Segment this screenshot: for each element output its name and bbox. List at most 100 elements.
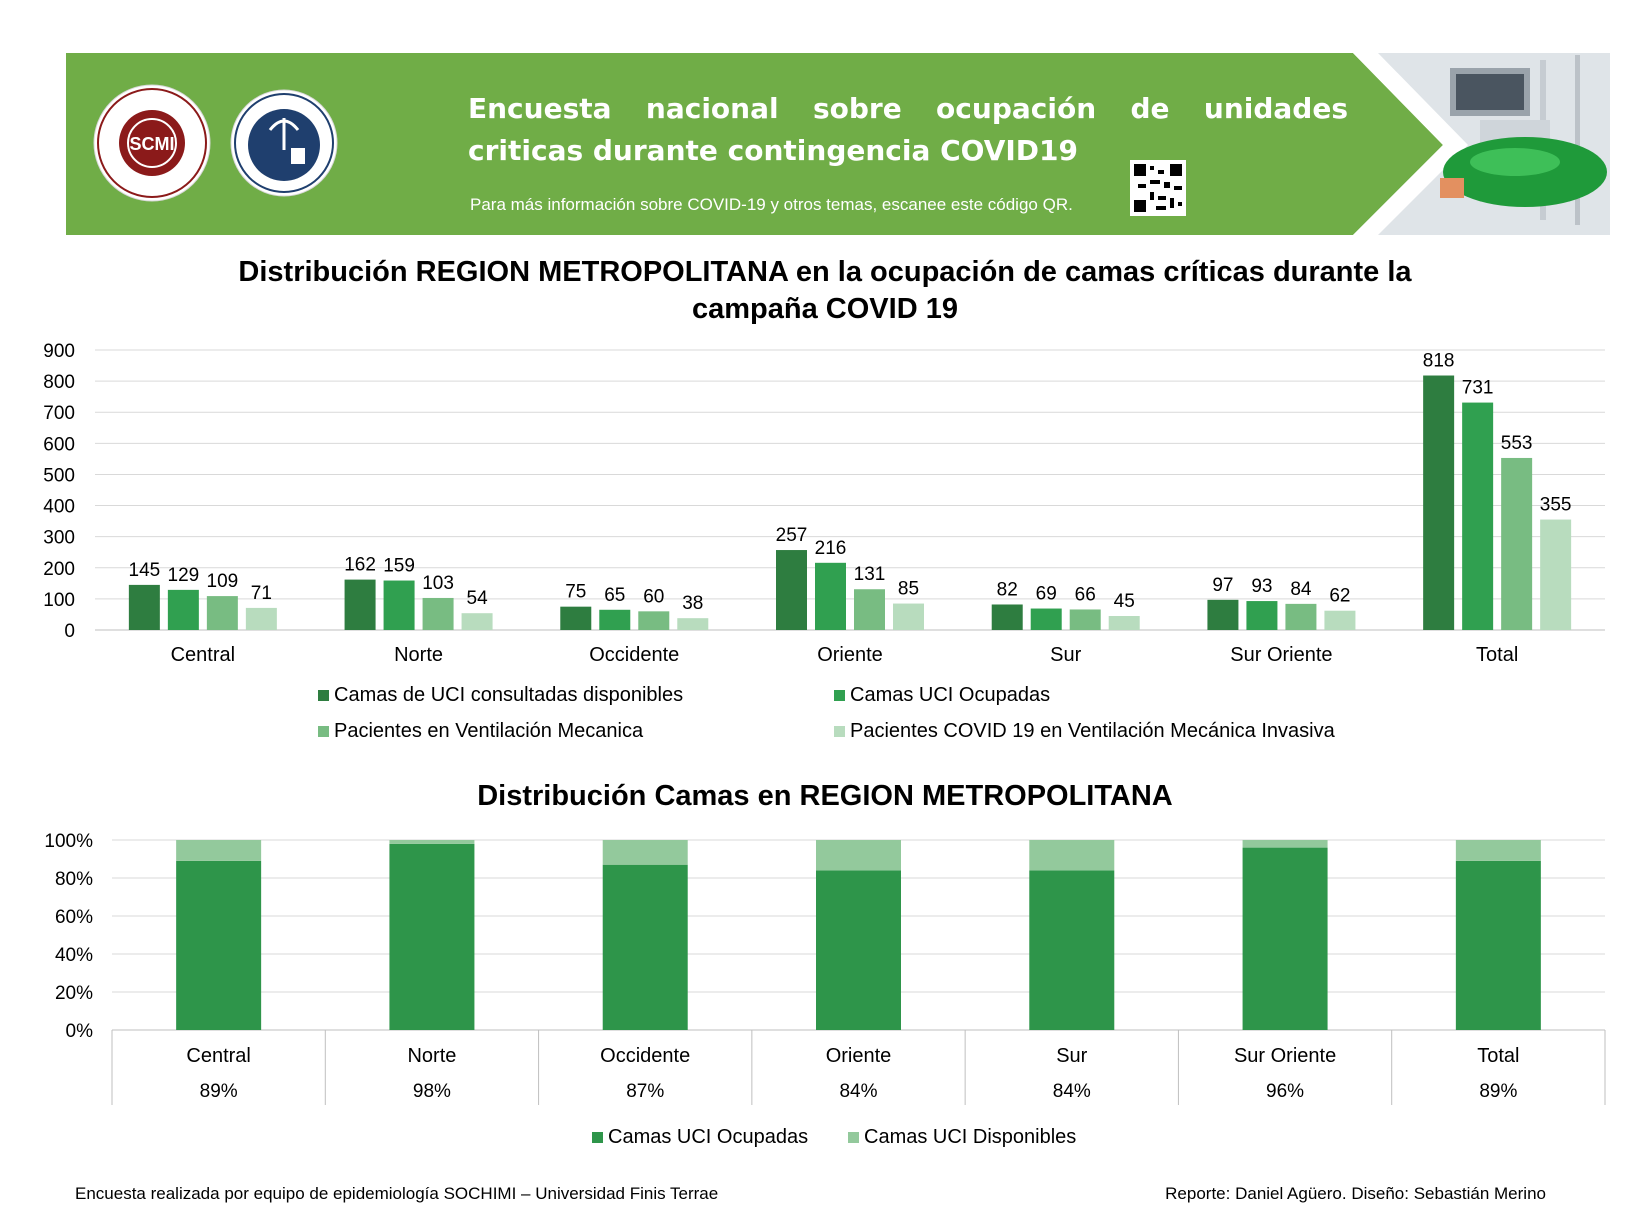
table-value: 89% [200, 1081, 238, 1102]
bar [854, 589, 885, 630]
legend-swatch [848, 1132, 859, 1143]
bar [245, 607, 277, 630]
y-tick-label: 100 [43, 590, 75, 611]
qr-note: Para más información sobre COVID-19 y ot… [470, 195, 1073, 214]
x-tick-label: Occidente [589, 644, 679, 666]
bar-segment [1029, 840, 1115, 871]
x-tick-label: Oriente [817, 644, 883, 666]
banner-title: Encuesta nacional sobre ocupación de uni… [468, 92, 1348, 167]
bar-segment [1242, 840, 1328, 848]
banner-band [66, 53, 1443, 235]
bar [893, 603, 924, 630]
y-tick-label: 400 [43, 497, 75, 518]
bar-segment [1029, 870, 1115, 1030]
data-label: 75 [565, 582, 586, 603]
y-tick-label: 900 [43, 341, 75, 362]
bar-segment [389, 840, 475, 844]
bar-segment [602, 864, 688, 1030]
data-label: 731 [1462, 378, 1494, 399]
data-label: 45 [1114, 591, 1135, 612]
bar [1324, 610, 1356, 630]
legend-swatch [834, 726, 845, 737]
bar [599, 609, 631, 630]
x-tick-label: Oriente [826, 1045, 892, 1067]
legend-label: Pacientes en Ventilación Mecanica [334, 720, 644, 742]
bar [776, 550, 807, 630]
bar-segment [1242, 847, 1328, 1030]
legend-item: Camas UCI Ocupadas [592, 1126, 808, 1149]
bar [422, 597, 454, 630]
data-label: 38 [682, 593, 703, 614]
stacked-percent-chart: 0% 20% 40% 60% 80% 100% Central 89% Norte 98% Occi… [44, 831, 1606, 1105]
y-tick-label: 800 [43, 372, 75, 393]
table-value: 84% [839, 1081, 877, 1102]
y-tick-label: 300 [43, 528, 75, 549]
data-label: 131 [854, 564, 886, 585]
bar [383, 580, 415, 630]
x-tick-label: Sur Oriente [1234, 1045, 1336, 1067]
bar-segment [1455, 840, 1541, 861]
legend-item: Camas UCI Disponibles [848, 1126, 1076, 1149]
y-tick-label: 700 [43, 403, 75, 424]
bar [128, 584, 160, 630]
bar-segment [176, 860, 262, 1030]
table-value: 84% [1053, 1081, 1091, 1102]
y-tick-label: 600 [43, 434, 75, 455]
data-label: 97 [1212, 575, 1233, 596]
x-tick-label: Norte [394, 644, 443, 666]
data-label: 553 [1501, 433, 1533, 454]
bar [167, 589, 199, 630]
bar [1423, 375, 1455, 630]
data-label: 54 [467, 588, 489, 609]
ventilator-photo [1378, 53, 1610, 235]
legend-swatch [592, 1132, 603, 1143]
finis-terrae-logo [230, 89, 338, 197]
bar [677, 618, 709, 630]
y-tick-label: 40% [55, 945, 93, 966]
y-tick-label: 100% [44, 831, 93, 852]
x-tick-label: Occidente [600, 1045, 690, 1067]
x-tick-label: Central [186, 1045, 250, 1067]
y-tick-label: 500 [43, 465, 75, 486]
header-banner: SCMI Encuesta nacion [0, 0, 1650, 260]
legend-swatch [318, 726, 329, 737]
data-label: 103 [422, 573, 454, 594]
data-label: 162 [344, 555, 376, 576]
svg-text:SCMI: SCMI [130, 134, 175, 154]
data-label: 66 [1075, 584, 1096, 605]
bar [1030, 608, 1062, 630]
data-label: 159 [383, 556, 415, 577]
bar [815, 562, 846, 630]
legend-swatch [318, 690, 329, 701]
data-label: 69 [1036, 584, 1057, 605]
legend-label: Camas UCI Ocupadas [850, 684, 1051, 706]
banner-graphic: SCMI [66, 53, 1610, 235]
bar [638, 611, 670, 630]
legend-label: Camas UCI Disponibles [864, 1126, 1077, 1148]
x-tick-label: Norte [407, 1045, 456, 1067]
x-tick-label: Sur Oriente [1230, 644, 1332, 666]
chart2-title: Distribución Camas en REGION METROPOLITA… [477, 780, 1173, 812]
y-tick-label: 80% [55, 869, 93, 890]
x-tick-label: Sur [1050, 644, 1081, 666]
chart1-title: Distribución REGION METROPOLITANA en la … [238, 256, 1412, 325]
y-tick-label: 20% [55, 983, 93, 1004]
y-tick-label: 200 [43, 559, 75, 580]
bar [560, 606, 592, 630]
data-label: 71 [251, 583, 272, 604]
bar [1462, 402, 1494, 630]
bar-segment [602, 840, 688, 865]
footer-credits-left: Encuesta realizada por equipo de epidemi… [75, 1184, 719, 1203]
bar-segment [1455, 860, 1541, 1030]
y-tick-label: 0 [64, 621, 75, 642]
bar [1069, 609, 1101, 630]
bar-segment [816, 840, 901, 871]
bar [1285, 603, 1317, 630]
table-value: 87% [626, 1081, 664, 1102]
data-label: 62 [1329, 586, 1350, 607]
legend-item: Pacientes COVID 19 en Ventilación Mecáni… [834, 720, 1335, 743]
legend-label: Pacientes COVID 19 en Ventilación Mecáni… [850, 720, 1335, 742]
data-label: 109 [207, 571, 239, 592]
bar [1246, 601, 1278, 630]
legend-item: Camas de UCI consultadas disponibles [318, 684, 683, 707]
